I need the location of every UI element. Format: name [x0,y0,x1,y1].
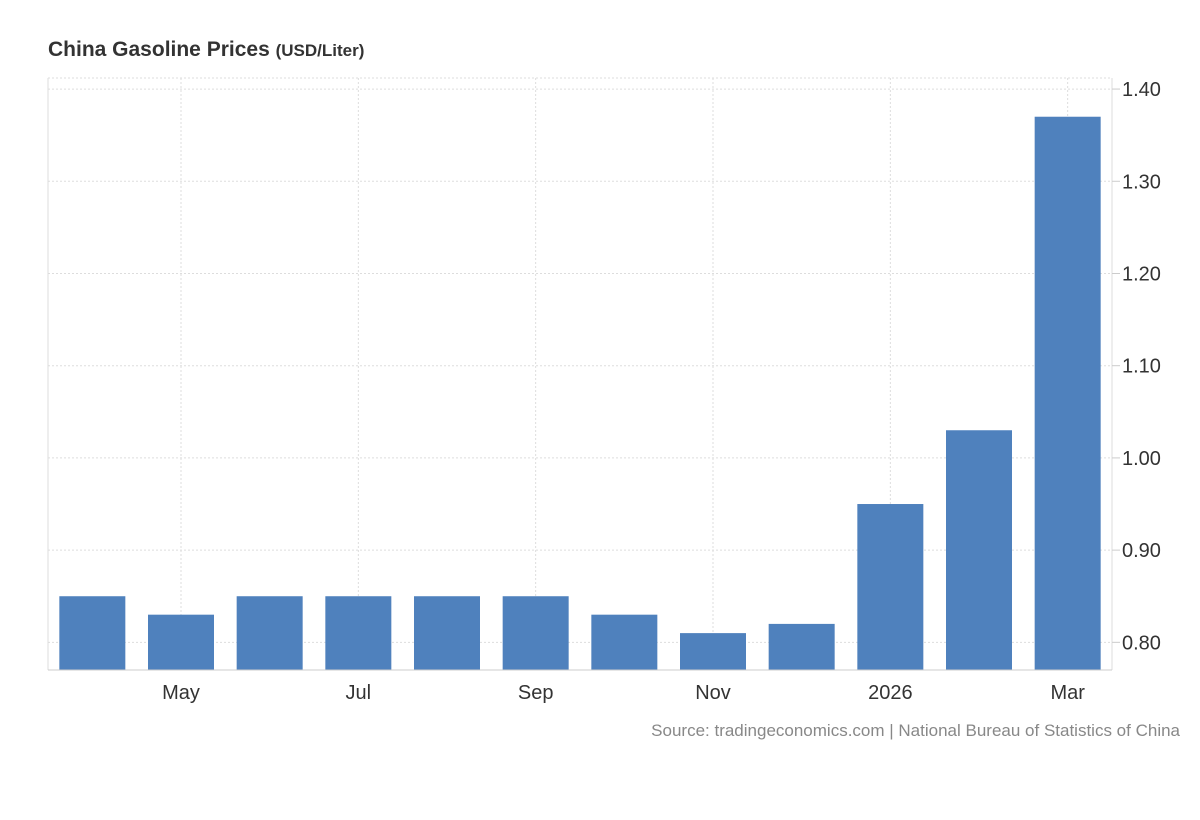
bar-apr-2025 [59,596,126,670]
x-tick-label: Jul [346,682,372,704]
y-tick-label: 1.30 [1122,171,1161,193]
bar-nov-2025 [680,633,746,670]
y-tick-label: 0.80 [1122,632,1161,654]
y-tick-label: 1.00 [1122,448,1161,470]
bar-aug-2025 [414,596,480,670]
x-tick-label: May [162,682,200,704]
y-tick-label: 0.90 [1122,540,1161,562]
x-tick-label: Mar [1050,682,1085,704]
bar-dec-2025 [768,623,835,670]
y-tick-label: 1.40 [1122,79,1161,101]
title-unit: (USD/Liter) [275,41,365,60]
title-text: China Gasoline Prices [48,38,270,61]
x-tick-label: Sep [518,682,554,704]
y-tick-label: 1.10 [1122,356,1161,378]
bar-jun-2025 [236,596,303,670]
chart-title: China Gasoline Prices (USD/Liter) [48,38,364,62]
x-tick-label: 2026 [868,682,913,704]
bar-jul-2025 [325,596,392,670]
source-note: Source: tradingeconomics.com | National … [651,721,1180,740]
bar-jan-2026 [857,504,924,670]
x-tick-label: Nov [695,682,731,704]
bar-oct-2025 [591,614,658,670]
bar-sep-2025 [502,596,569,670]
bar-mar-2026 [1034,116,1101,670]
bar-feb-2026 [946,430,1012,670]
bar-may-2025 [148,614,214,670]
y-tick-label: 1.20 [1122,263,1161,285]
